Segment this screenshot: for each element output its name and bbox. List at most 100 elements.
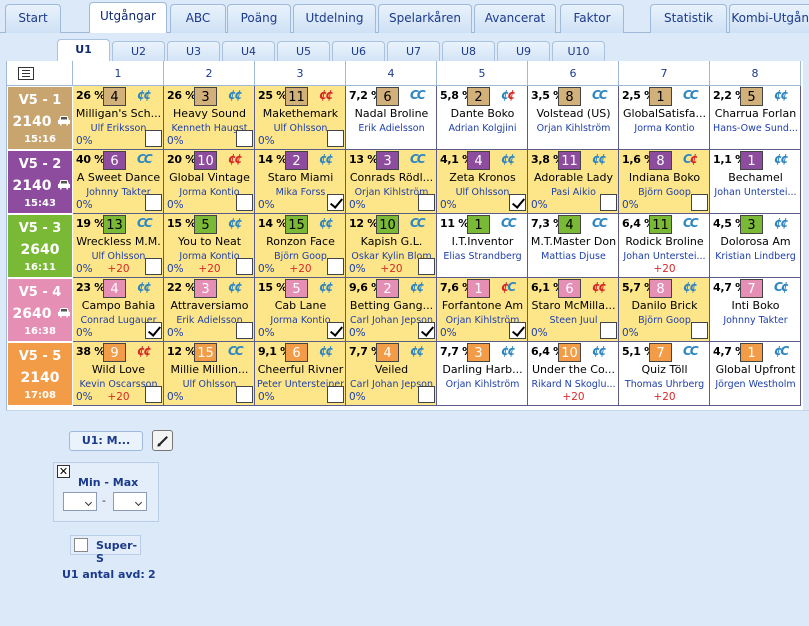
horse-cell[interactable]: 3,8 % 11 ¢¢ Adorable Lady Pasi Aikio 0% (528, 150, 619, 214)
horse-cell[interactable]: 26 % 4 ¢¢ Milligan's Sch... Ulf Eriksson 0% (73, 86, 164, 150)
horse-cell[interactable]: 3,5 % 8 CC Volstead (US) Örjan Kihlström (528, 86, 619, 150)
horse-cell[interactable]: 5,7 % 8 ¢¢ Danilo Brick Björn Goop 0% (619, 278, 710, 342)
max-select[interactable] (113, 492, 147, 511)
subtab-u9[interactable]: U9 (497, 41, 550, 61)
horse-cell[interactable]: 6,4 % 10 ¢¢ Under the Co... Rikard N Skoglu.… (528, 342, 619, 406)
horse-checkbox[interactable] (691, 194, 708, 211)
horse-cell[interactable]: 9,6 % 2 ¢¢ Betting Gang... Carl Johan Jepson… (346, 278, 437, 342)
horse-checkbox[interactable] (145, 322, 162, 339)
horse-cell[interactable]: 5,8 % 2 ¢¢ Dante Boko Adrian Kolgjini (437, 86, 528, 150)
subtab-u1[interactable]: U1 (57, 39, 110, 62)
subtab-u6[interactable]: U6 (332, 41, 385, 61)
tab-0[interactable]: Start (5, 4, 61, 33)
tab-2[interactable]: ABC (170, 4, 226, 33)
grid-menu-header[interactable] (7, 61, 73, 86)
super-s-toggle[interactable]: Super-S (70, 535, 141, 565)
horse-cell[interactable]: 15 % 5 ¢¢ You to Neat Jorma Kontio 0% +20 (164, 214, 255, 278)
horse-checkbox[interactable] (418, 258, 435, 275)
horse-checkbox[interactable] (418, 322, 435, 339)
horse-cell[interactable]: 19 % 13 CC Wreckless M.M. Ulf Ohlsson 0% +20 (73, 214, 164, 278)
race-cell-4[interactable]: V5 - 4 2640 16:38 (7, 278, 73, 342)
subtab-u7[interactable]: U7 (387, 41, 440, 61)
horse-checkbox[interactable] (236, 130, 253, 147)
horse-cell[interactable]: 13 % 3 CC Conrads Rödl... Örjan Kihlström 0% (346, 150, 437, 214)
horse-cell[interactable]: 4,7 % 1 ¢C Global Upfront Jörgen Westholm (710, 342, 801, 406)
horse-cell[interactable]: 5,1 % 7 CC Quiz Töll Thomas Uhrberg +20 (619, 342, 710, 406)
subtab-u4[interactable]: U4 (222, 41, 275, 61)
horse-cell[interactable]: 22 % 3 ¢¢ Attraversiamo Erik Adielsson 0% (164, 278, 255, 342)
horse-cell[interactable]: 1,1 % 1 ¢¢ Bechamel Johan Unterstei... (710, 150, 801, 214)
horse-checkbox[interactable] (145, 258, 162, 275)
horse-checkbox[interactable] (418, 386, 435, 403)
horse-cell[interactable]: 4,5 % 3 ¢¢ Dolorosa Am Kristian Lindberg (710, 214, 801, 278)
horse-checkbox[interactable] (236, 258, 253, 275)
edit-button[interactable] (152, 430, 173, 451)
horse-cell[interactable]: 9,1 % 6 ¢¢ Cheerful Rivner Peter Untersteine… (255, 342, 346, 406)
horse-cell[interactable]: 26 % 3 ¢¢ Heavy Sound Kenneth Haugst 0% (164, 86, 255, 150)
horse-checkbox[interactable] (418, 194, 435, 211)
horse-cell[interactable]: 2,2 % 5 ¢¢ Charrua Forlan Hans-Owe Sund... (710, 86, 801, 150)
horse-cell[interactable]: 7,6 % 1 ¢C Forfantone Am Örjan Kihlström 0% (437, 278, 528, 342)
vertical-scrollbar[interactable] (803, 61, 809, 410)
horse-cell[interactable]: 6,4 % 11 CC Rodick Broline Johan Unterstei..… (619, 214, 710, 278)
subtab-u5[interactable]: U5 (277, 41, 330, 61)
horse-cell[interactable]: 40 % 6 CC A Sweet Dance Johnny Takter 0% (73, 150, 164, 214)
horse-cell[interactable]: 7,2 % 6 CC Nadal Broline Erik Adielsson (346, 86, 437, 150)
tab-4[interactable]: Utdelning (293, 4, 376, 33)
horse-cell[interactable]: 6,1 % 6 ¢¢ Staro McMilla... Steen Juul 0% (528, 278, 619, 342)
horse-checkbox[interactable] (327, 386, 344, 403)
horse-cell[interactable]: 14 % 15 ¢¢ Ronzon Face Björn Goop 0% +20 (255, 214, 346, 278)
horse-cell[interactable]: 12 % 15 CC Millie Million... Ulf Ohlsson 0% (164, 342, 255, 406)
tab-3[interactable]: Poäng (227, 4, 291, 33)
horse-cell[interactable]: 7,3 % 4 CC M.T.Master Don Mattias Djuse (528, 214, 619, 278)
subtab-u10[interactable]: U10 (552, 41, 605, 61)
horse-checkbox[interactable] (145, 386, 162, 403)
race-cell-3[interactable]: V5 - 3 2640 16:11 (7, 214, 73, 278)
horse-cell[interactable]: 7,7 % 4 ¢¢ Veiled Carl Johan Jepson 0% (346, 342, 437, 406)
horse-cell[interactable]: 11 % 1 CC I.T.Inventor Elias Strandberg (437, 214, 528, 278)
tab-5[interactable]: Spelarkåren (378, 4, 472, 33)
u1-button[interactable]: U1: M... (69, 431, 143, 451)
horse-checkbox[interactable] (691, 322, 708, 339)
race-cell-5[interactable]: V5 - 5 2140 17:08 (7, 342, 73, 406)
horse-cell[interactable]: 14 % 2 ¢¢ Staro Miami Mika Forss 0% (255, 150, 346, 214)
horse-checkbox[interactable] (145, 194, 162, 211)
horse-checkbox[interactable] (509, 194, 526, 211)
horse-cell[interactable]: 4,1 % 4 ¢¢ Zeta Kronos Ulf Ohlsson 0% (437, 150, 528, 214)
super-s-checkbox[interactable] (74, 538, 88, 552)
horse-checkbox[interactable] (327, 194, 344, 211)
tab-8[interactable]: Statistik (650, 4, 727, 33)
horse-checkbox[interactable] (600, 194, 617, 211)
tab-7[interactable]: Faktor (560, 4, 624, 33)
horse-checkbox[interactable] (327, 258, 344, 275)
subtab-u8[interactable]: U8 (442, 41, 495, 61)
tab-6[interactable]: Avancerat (474, 4, 556, 33)
horse-cell[interactable]: 25 % 11 ¢¢ Makethemark Ulf Ohlsson 0% (255, 86, 346, 150)
close-icon[interactable]: ✕ (57, 465, 70, 478)
race-cell-2[interactable]: V5 - 2 2140 15:43 (7, 150, 73, 214)
min-select[interactable] (63, 492, 97, 511)
horse-checkbox[interactable] (236, 322, 253, 339)
horse-cell[interactable]: 1,6 % 8 C¢ Indiana Boko Björn Goop 0% (619, 150, 710, 214)
horse-checkbox[interactable] (509, 322, 526, 339)
tab-9[interactable]: Kombi-Utgång (729, 4, 809, 33)
horse-checkbox[interactable] (236, 386, 253, 403)
horse-checkbox[interactable] (600, 322, 617, 339)
horse-checkbox[interactable] (145, 130, 162, 147)
horse-cell[interactable]: 23 % 4 ¢¢ Campo Bahia Conrad Lugauer 0% (73, 278, 164, 342)
horse-checkbox[interactable] (236, 194, 253, 211)
horse-cell[interactable]: 20 % 10 ¢¢ Global Vintage Jorma Kontio 0% (164, 150, 255, 214)
subtab-u2[interactable]: U2 (112, 41, 165, 61)
horse-checkbox[interactable] (327, 322, 344, 339)
race-cell-1[interactable]: V5 - 1 2140 15:16 (7, 86, 73, 150)
horse-cell[interactable]: 4,7 % 7 C¢ Inti Boko Johnny Takter (710, 278, 801, 342)
horse-cell[interactable]: 2,5 % 1 CC GlobalSatisfa... Jorma Kontio (619, 86, 710, 150)
horse-cell[interactable]: 15 % 5 ¢¢ Cab Lane Jorma Kontio 0% (255, 278, 346, 342)
list-menu-icon[interactable] (18, 67, 34, 80)
horse-checkbox[interactable] (327, 130, 344, 147)
subtab-u3[interactable]: U3 (167, 41, 220, 61)
horse-cell[interactable]: 38 % 9 ¢¢ Wild Love Kevin Oscarsson 0% +20 (73, 342, 164, 406)
horse-cell[interactable]: 12 % 10 CC Kapish G.L. Oskar Kylin Blom 0% +20 (346, 214, 437, 278)
tab-1[interactable]: Utgångar (89, 2, 167, 34)
horse-cell[interactable]: 7,7 % 3 ¢¢ Darling Harb... Örjan Kihlström (437, 342, 528, 406)
